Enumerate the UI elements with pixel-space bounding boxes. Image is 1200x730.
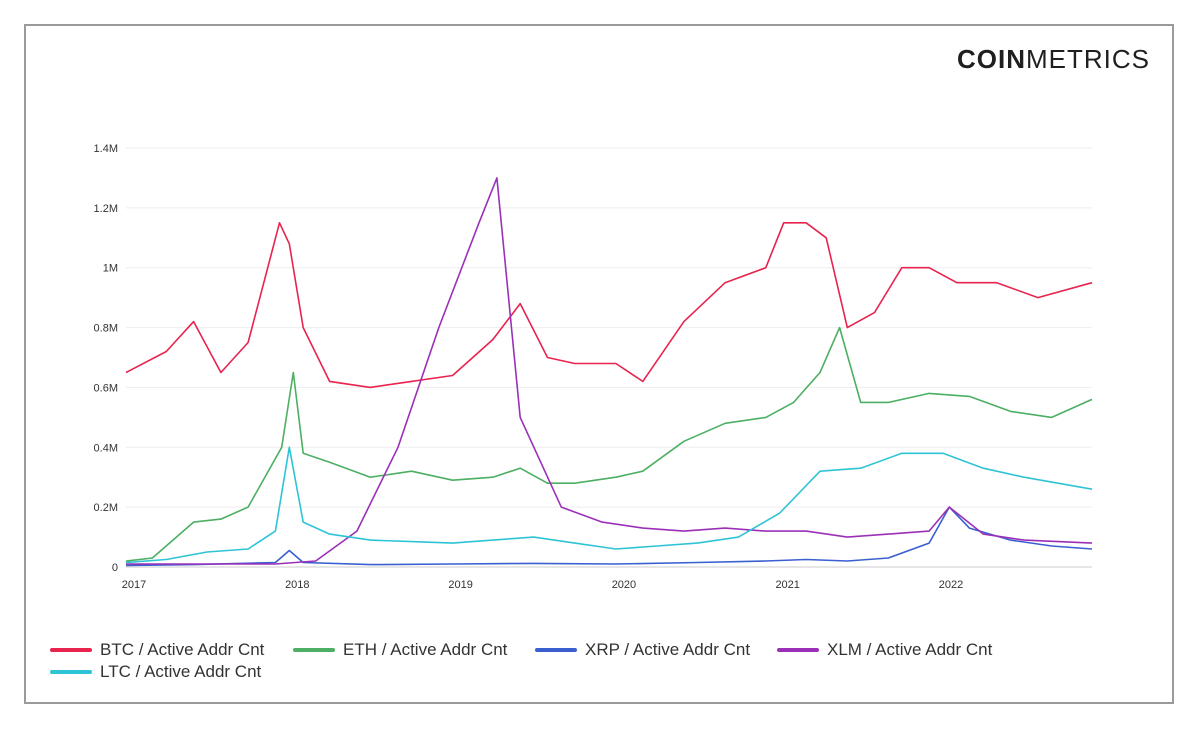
legend-label: XLM / Active Addr Cnt bbox=[827, 640, 993, 659]
x-tick-label: 2017 bbox=[122, 579, 146, 591]
legend-swatch bbox=[50, 648, 92, 652]
legend-swatch bbox=[535, 648, 577, 652]
series-line-4 bbox=[125, 446, 1093, 564]
x-tick-label: 2018 bbox=[285, 579, 309, 591]
legend-swatch bbox=[777, 648, 819, 652]
series-line-3 bbox=[126, 177, 1093, 565]
legend-item[interactable]: LTC / Active Addr Cnt bbox=[50, 662, 261, 682]
y-tick-label: 0.6M bbox=[94, 382, 118, 394]
coinmetrics-logo: COINMETRICS bbox=[957, 44, 1150, 75]
legend-label: LTC / Active Addr Cnt bbox=[100, 662, 262, 681]
legend-label: ETH / Active Addr Cnt bbox=[343, 640, 508, 659]
legend-swatch bbox=[50, 670, 92, 674]
logo-text-light: METRICS bbox=[1026, 44, 1150, 74]
legend-item[interactable]: XLM / Active Addr Cnt bbox=[777, 640, 992, 660]
y-tick-label: 1.4M bbox=[94, 143, 118, 155]
x-axis-ticks: 2017 2018 2019 2020 2021 2022 bbox=[122, 579, 963, 591]
grid-lines bbox=[126, 147, 1092, 568]
series-line-2 bbox=[125, 506, 1093, 567]
legend-swatch bbox=[293, 648, 335, 652]
y-axis-ticks: 0 0.2M 0.4M 0.6M 0.8M 1M 1.2M 1.4M bbox=[94, 143, 118, 574]
y-tick-label: 0.8M bbox=[94, 323, 118, 335]
y-tick-label: 1M bbox=[103, 263, 118, 275]
y-tick-label: 1.2M bbox=[94, 203, 118, 215]
y-tick-label: 0.4M bbox=[94, 442, 118, 454]
legend-label: XRP / Active Addr Cnt bbox=[585, 640, 751, 659]
legend-item[interactable]: ETH / Active Addr Cnt bbox=[293, 640, 507, 660]
legend-item[interactable]: BTC / Active Addr Cnt bbox=[50, 640, 264, 660]
y-tick-label: 0 bbox=[112, 562, 118, 574]
y-tick-label: 0.2M bbox=[94, 502, 118, 514]
legend-item[interactable]: XRP / Active Addr Cnt bbox=[535, 640, 750, 660]
x-tick-label: 2020 bbox=[612, 579, 636, 591]
series-line-1 bbox=[125, 326, 1093, 562]
series-line-0 bbox=[125, 222, 1093, 389]
logo-text-bold: COIN bbox=[957, 44, 1026, 74]
x-tick-label: 2021 bbox=[775, 579, 799, 591]
series-lines bbox=[125, 177, 1093, 567]
legend-label: BTC / Active Addr Cnt bbox=[100, 640, 265, 659]
x-tick-label: 2019 bbox=[448, 579, 472, 591]
x-tick-label: 2022 bbox=[939, 579, 963, 591]
